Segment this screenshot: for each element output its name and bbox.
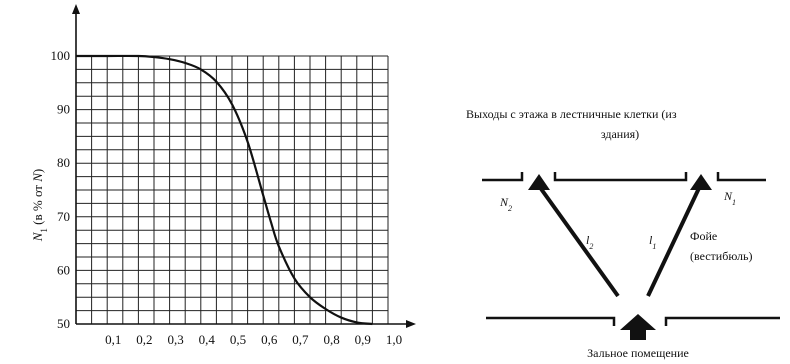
x-tick-label: 0,7 bbox=[292, 332, 309, 347]
chart-axes bbox=[72, 4, 416, 328]
label-n1: N1 bbox=[723, 189, 736, 207]
y-tick-label: 80 bbox=[57, 155, 70, 170]
label-n2: N2 bbox=[499, 195, 512, 213]
y-tick-label: 60 bbox=[57, 262, 70, 277]
x-tick-label: 0,3 bbox=[167, 332, 183, 347]
foyer-label-line-1: Фойе bbox=[690, 229, 717, 243]
exit-share-chart: 0,1 0,2 0,3 0,4 0,5 0,6 0,7 0,8 0,9 1,0 50 60 70 80 90… bbox=[30, 4, 416, 347]
y-tick-label: 50 bbox=[57, 316, 70, 331]
foyer-label-line-2: (вестибюль) bbox=[690, 249, 752, 263]
label-l1: l1 bbox=[649, 233, 656, 251]
upper-wall bbox=[482, 172, 766, 182]
x-tick-label: 0,2 bbox=[136, 332, 152, 347]
label-l2: l2 bbox=[586, 233, 593, 251]
chart-grid bbox=[75, 55, 389, 325]
x-tick-label: 0,8 bbox=[323, 332, 339, 347]
x-tick-label: 0,9 bbox=[355, 332, 371, 347]
x-tick-label: 0,1 bbox=[105, 332, 121, 347]
hall-exit-arrow bbox=[620, 314, 656, 340]
lower-wall bbox=[486, 316, 780, 326]
y-tick-label: 90 bbox=[57, 102, 70, 117]
diagram-caption-line-1: Выходы с этажа в лестничные клетки (из bbox=[466, 107, 677, 121]
y-axis-arrow bbox=[72, 4, 80, 14]
left-exit-arrow bbox=[528, 174, 620, 298]
y-axis-title: N1 (в % от N) bbox=[30, 169, 49, 243]
y-tick-label: 100 bbox=[51, 48, 71, 63]
y-tick-label: 70 bbox=[57, 209, 70, 224]
diagram-caption-line-2: здания) bbox=[601, 127, 639, 141]
exit-share-curve bbox=[76, 54, 373, 326]
x-axis-arrow bbox=[406, 320, 416, 328]
x-tick-label: 0,4 bbox=[199, 332, 216, 347]
exit-routes-diagram: Выходы с этажа в лестничные клетки (из з… bbox=[466, 107, 780, 360]
x-tick-label: 1,0 bbox=[386, 332, 402, 347]
x-tick-label: 0,5 bbox=[230, 332, 246, 347]
chart-tick-labels: 0,1 0,2 0,3 0,4 0,5 0,6 0,7 0,8 0,9 1,0 50 60 70 80 90… bbox=[51, 48, 403, 347]
right-exit-arrow bbox=[646, 174, 712, 297]
hall-caption: Зальное помещение bbox=[587, 346, 689, 360]
x-tick-label: 0,6 bbox=[261, 332, 278, 347]
